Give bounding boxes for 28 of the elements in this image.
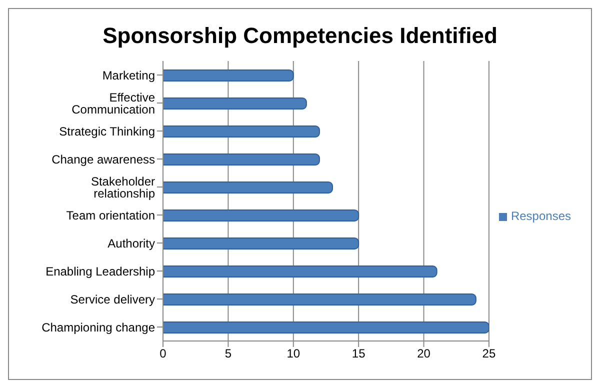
x-tick-label: 25 <box>482 346 496 361</box>
bar <box>163 154 320 166</box>
x-tick-label: 10 <box>286 346 300 361</box>
y-tick-label: Enabling Leadership <box>46 264 156 278</box>
y-tick-label: Stakeholder relationship <box>90 174 156 200</box>
y-tick-label: Service delivery <box>70 292 155 306</box>
bar <box>163 210 360 222</box>
y-tick-label: Marketing <box>102 68 155 82</box>
y-tick-label: Effective Communication <box>72 90 156 116</box>
bar <box>163 126 320 138</box>
x-tick-label: 20 <box>417 346 431 361</box>
y-tick-label: Authority <box>108 236 155 250</box>
bar <box>163 182 333 194</box>
x-tick-label: 15 <box>352 346 366 361</box>
bar <box>163 294 476 306</box>
bar <box>163 266 438 278</box>
y-tick-label: Championing change <box>42 320 156 334</box>
chart-title: Sponsorship Competencies Identified <box>102 23 498 50</box>
bar <box>163 70 294 82</box>
bar <box>163 98 307 110</box>
x-tick-label: 5 <box>224 346 232 361</box>
y-tick-label: Change awareness <box>52 152 155 166</box>
y-tick-label: Strategic Thinking <box>59 124 155 138</box>
bar <box>163 322 489 334</box>
x-tick-label: 0 <box>160 346 167 361</box>
y-tick-label: Team orientation <box>66 208 155 222</box>
bar <box>163 238 360 250</box>
legend-label: Responses <box>510 209 571 223</box>
